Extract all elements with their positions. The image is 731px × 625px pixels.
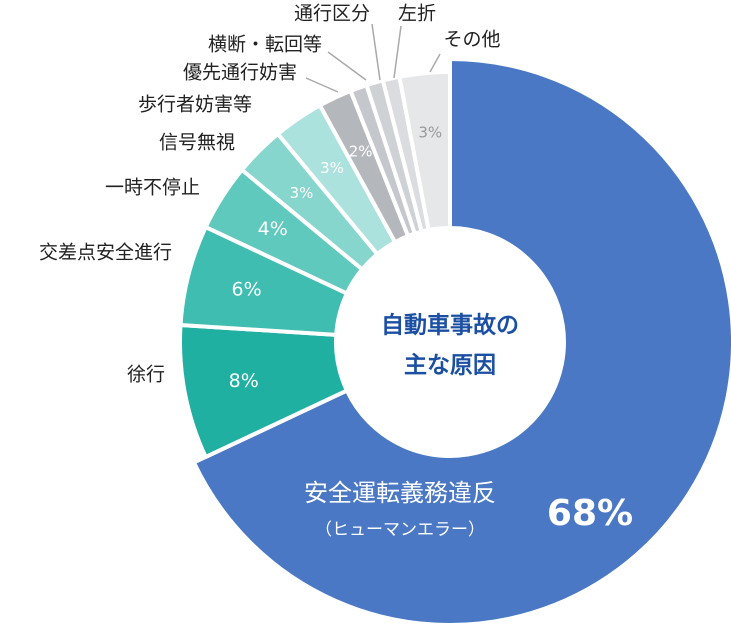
segment-note: （ヒューマンエラー） xyxy=(315,520,485,540)
value-label: 4% xyxy=(258,218,288,240)
leader-line xyxy=(327,51,367,81)
category-label: 徐行 xyxy=(127,364,165,386)
category-label: 一時不停止 xyxy=(105,177,200,199)
category-label: 信号無視 xyxy=(159,132,235,154)
value-label: 8% xyxy=(229,370,259,392)
category-label: 左折 xyxy=(398,3,436,25)
donut-segment xyxy=(397,70,452,233)
leader-line xyxy=(393,25,402,79)
value-label: 6% xyxy=(232,278,262,300)
category-label: 横断・転回等 xyxy=(208,34,322,56)
leader-line xyxy=(305,77,339,93)
value-label: 3% xyxy=(418,123,442,141)
category-label: その他 xyxy=(443,29,500,51)
value-label: 3% xyxy=(290,184,314,202)
center-label: 主な原因 xyxy=(404,353,496,379)
value-label: 3% xyxy=(320,159,344,177)
category-label: 交差点安全進行 xyxy=(39,242,172,264)
leader-line xyxy=(371,23,381,81)
category-label: 歩行者妨害等 xyxy=(138,94,252,116)
donut-segment xyxy=(191,57,731,625)
value-label: 2% xyxy=(349,142,373,160)
category-label: 通行区分 xyxy=(294,3,370,25)
center-label: 自動車事故の xyxy=(381,312,519,339)
segment-label: 安全運転義務違反 xyxy=(304,479,496,507)
value-label: 68% xyxy=(547,493,633,534)
category-label: 優先通行妨害 xyxy=(183,62,297,84)
leader-line xyxy=(429,53,441,73)
